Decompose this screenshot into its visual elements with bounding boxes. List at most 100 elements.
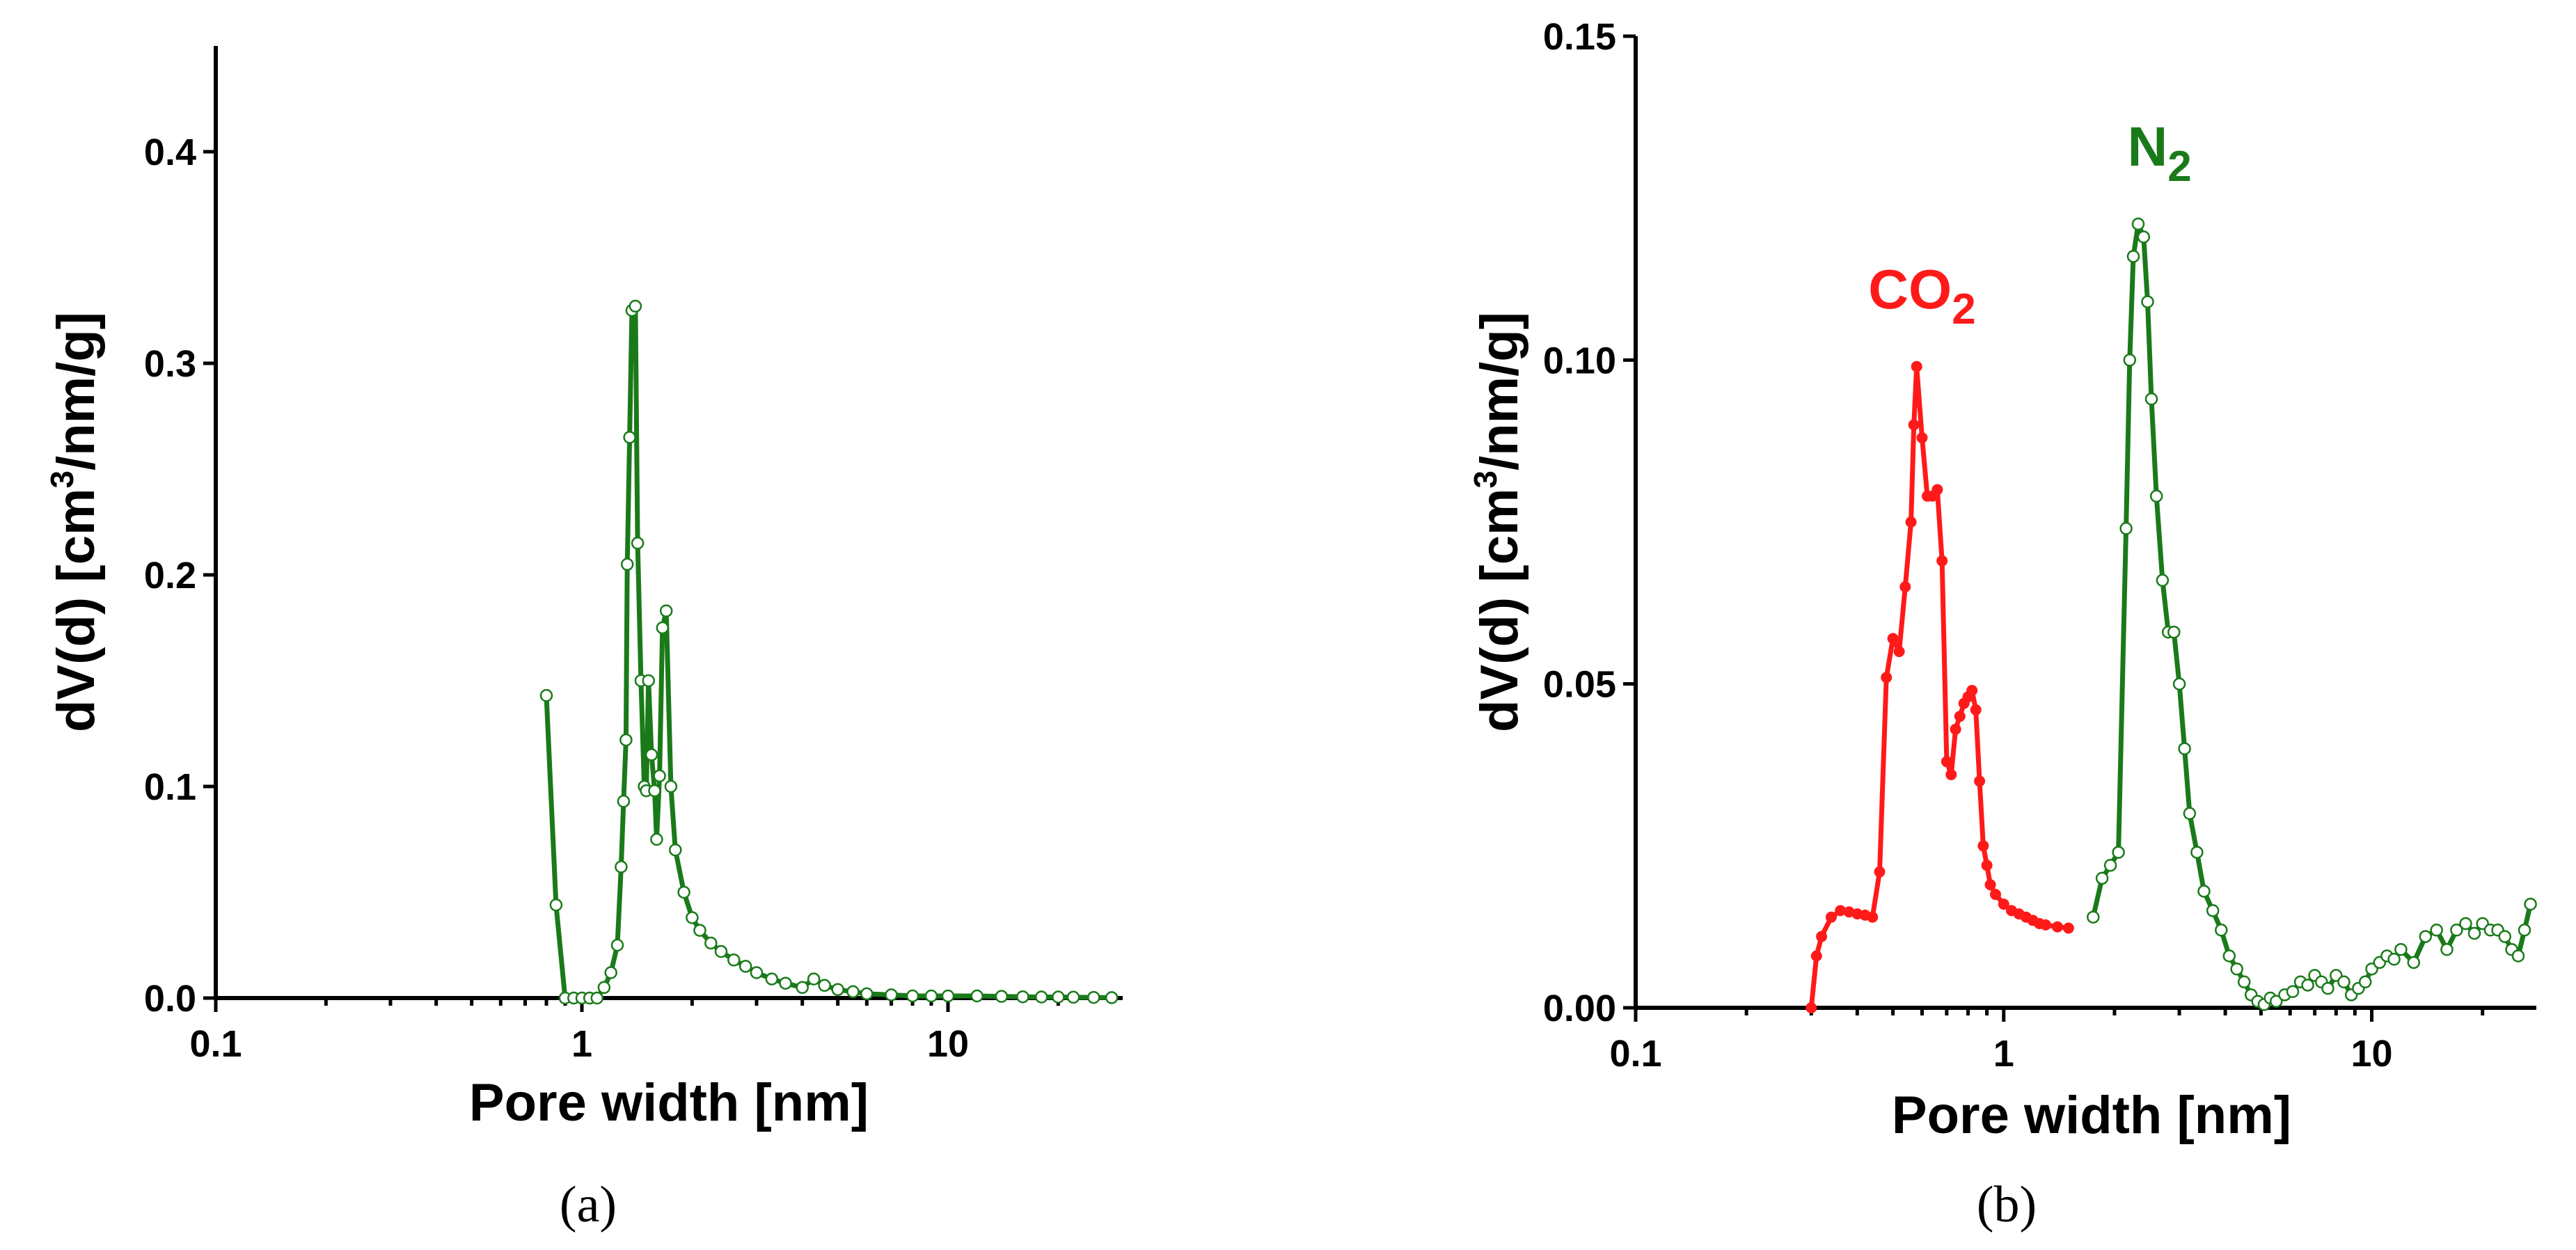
panel-b-series-n2-point (2197, 885, 2211, 898)
panel-b-series-n2-point (2518, 924, 2531, 937)
panel-b-series-co2-point (1867, 911, 1879, 923)
panel-a-caption: (a) (560, 1176, 617, 1233)
panel-a-series-n2-point (610, 938, 624, 952)
panel-a-series-n2-point (704, 936, 718, 950)
panel-a-series-n2-line (544, 303, 1112, 1001)
panel-a-series-n2-point (1016, 990, 1029, 1004)
panel-b-series-n2-point (2119, 522, 2133, 535)
panel-b-y-tick-label: 0.15 (1543, 16, 1616, 58)
panel-b-annotation-n2: N2 (2127, 116, 2191, 191)
panel-b-series-co2-point (1931, 484, 1943, 496)
panel-b-series-co2-point (1945, 769, 1957, 780)
panel-a-series-n2-point (629, 299, 642, 313)
panel-b-series-n2-line (2090, 221, 2534, 1007)
panel-b-series-n2-point (2149, 489, 2163, 503)
panel-a-series-n2-point (619, 733, 633, 747)
panel-b-series-n2-point (2167, 625, 2181, 639)
panel-b-y-tick-label: 0.00 (1543, 988, 1616, 1029)
panel-a-series-n2-point (686, 911, 699, 924)
panel-a-series-n2-point (539, 689, 553, 702)
panel-b-series-co2-point (1966, 685, 1978, 696)
panel-b-series-co2-point (1954, 711, 1966, 722)
panel-b-series-n2-point (2230, 962, 2243, 976)
panel-b-annotation-co2: CO2 (1868, 258, 1975, 333)
panel-b-series-n2-point (2126, 250, 2140, 263)
panel-a-series-n2-point (714, 944, 728, 958)
panel-b-series-n2-point (2206, 904, 2220, 917)
panel-a-series-n2-point (645, 748, 658, 761)
panel-b-series-co2-point (1908, 419, 1920, 431)
panel-a-series-n2-point (818, 979, 831, 992)
panel-a-series-n2-point (1087, 990, 1100, 1004)
panel-b-series-co2-point (1881, 672, 1893, 683)
panel-b-series-co2-point (2062, 922, 2074, 934)
panel-b-series-n2-point (2237, 975, 2251, 989)
panel-a-series-n2-point (970, 989, 983, 1003)
panel-a-series-n2-point (669, 843, 682, 857)
panel-b-series-n2-point (2301, 979, 2314, 992)
panel-a-series-n2-point (924, 989, 938, 1003)
panel-b-series-co2-point (1981, 860, 1993, 871)
panel-a-x-tick-label: 1 (571, 1023, 592, 1065)
panel-b-series-co2-point (1810, 950, 1822, 962)
panel-b-series-n2-point (2394, 942, 2408, 956)
panel-b-series-n2-point (2123, 354, 2137, 367)
panel-a-series-n2-point (617, 795, 631, 808)
panel-b-x-axis-title: Pore width [nm] (1892, 1086, 2291, 1145)
panel-b-series-n2-point (2440, 942, 2453, 956)
panel-a-x-axis-title: Pore width [nm] (469, 1073, 869, 1132)
panel-a-series-n2-point (1066, 990, 1080, 1004)
panel-b-series-co2-point (2052, 921, 2063, 933)
panel-a-series-n2-point (779, 976, 792, 990)
panel-b-series-co2-point (1893, 646, 1905, 658)
panel-b-series-co2-point (1911, 361, 1922, 372)
panel-a-series-n2-point (693, 924, 706, 937)
panel-b-series-co2-point (1916, 432, 1928, 443)
panel-b-series-co2-point (1970, 704, 1982, 715)
panel-a-series-n2-point (846, 985, 860, 999)
panel-b-series-n2-point (2450, 924, 2463, 937)
panel-a-series-n2-point (664, 780, 678, 793)
panel-b-series-n2-point (2131, 217, 2145, 231)
panel-b-series-n2-point (2467, 926, 2481, 940)
chart-panel-b: 0.00 0.05 0.10 0.15 0.1 1 10 Pore width [nm] d… (1467, 16, 2537, 1233)
panel-b-series-n2-point (2430, 924, 2443, 937)
panel-b-series-n2-point (2387, 952, 2401, 966)
panel-b-series-co2-point (1990, 889, 2001, 901)
panel-a-series-n2-point (885, 988, 898, 1002)
panel-b-series-co2-point (1874, 866, 1886, 878)
panel-b-series-co2-point (1826, 911, 1837, 923)
panel-b-series-n2-point (2183, 807, 2197, 821)
panel-a-series-n2-point (590, 991, 604, 1005)
chart-panel-a: 0.00.10.20.30.40.1 1 10 Pore width [nm] dV… (44, 46, 1123, 1233)
panel-a-series-n2-point (549, 898, 563, 912)
panel-b-series-n2-point (2270, 995, 2283, 1008)
panel-a-y-tick-label: 0.3 (144, 343, 196, 385)
panel-a-y-tick-label: 0.0 (144, 978, 196, 1020)
panel-a-series-n2-point (765, 972, 779, 986)
panel-a-series-n2-point (656, 621, 670, 635)
panel-a-series-n2-point (1105, 991, 1119, 1004)
panel-a-series-n2-point (615, 860, 628, 873)
panel-b-series-co2-point (1887, 633, 1899, 644)
panel-a-series-n2-point (650, 832, 663, 846)
panel-a-series-n2-point (941, 989, 955, 1003)
panel-b-series-co2-point (2040, 919, 2051, 931)
panel-b-x-tick-label: 1 (1993, 1033, 2014, 1075)
panel-a-series-n2-point (604, 966, 617, 979)
panel-b-series-n2-point (2498, 930, 2512, 943)
panel-a-series-n2-point (677, 885, 690, 899)
panel-a-y-axis-title: dV(d) [cm3/nm/g] (44, 312, 106, 732)
panel-a-series-n2-point (597, 981, 611, 995)
panel-b-series-co2-point (1805, 1002, 1817, 1013)
panel-a-series-n2-point (807, 972, 821, 986)
panel-b-series-n2-point (2103, 859, 2117, 872)
panel-a-y-tick-label: 0.4 (144, 132, 196, 173)
panel-a-y-tick-label: 0.2 (144, 555, 196, 596)
panel-a-series-n2-point (620, 557, 634, 571)
panel-b-series-n2-point (2222, 949, 2236, 963)
panel-b-series-n2-point (2156, 573, 2170, 587)
panel-a-series-n2-point (623, 431, 636, 444)
panel-b-series-co2-point (1816, 931, 1828, 942)
